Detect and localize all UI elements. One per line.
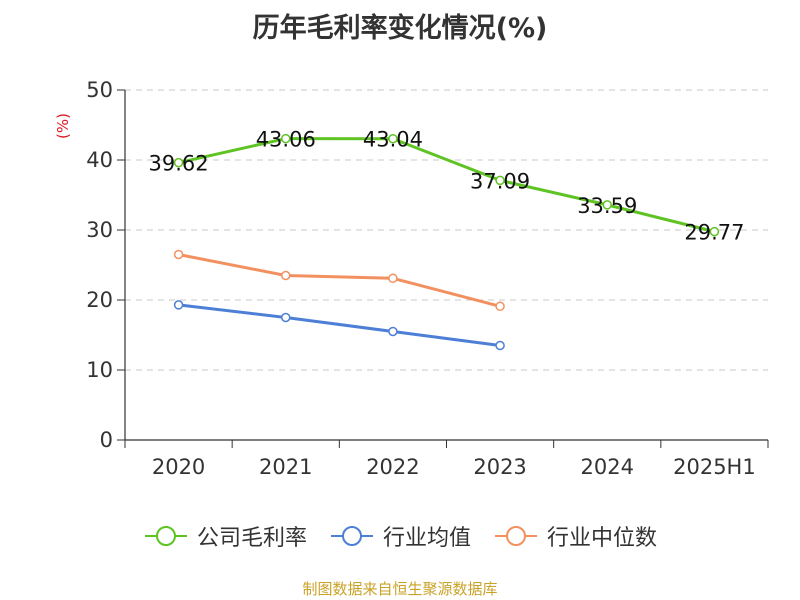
legend-label-industry-avg: 行业均值 [382,526,471,551]
x-tick-label: 2024 [581,455,634,479]
y-tick-label: 30 [86,218,113,242]
series-line-2 [178,253,501,308]
y-tick-label: 40 [86,148,113,172]
y-tick-label: 50 [86,78,113,102]
data-point [173,157,184,168]
legend-label-industry-median: 行业中位数 [547,526,658,551]
y-axis-label: (%) [54,113,72,139]
data-point [495,340,505,351]
y-tick-label: 20 [86,288,113,312]
data-point [388,326,398,337]
chart-title: 历年毛利率变化情况(%) [252,13,548,44]
data-point [281,270,291,281]
x-tick-label: 2022 [366,455,419,479]
data-point [709,226,720,237]
data-point [495,175,505,186]
data-point [173,249,184,260]
x-tick-label: 2020 [152,455,205,479]
x-tick-label: 2023 [473,455,526,479]
data-point [281,133,291,144]
data-point [388,133,398,144]
legend-item-industry-median[interactable]: 行业中位数 [493,520,657,552]
data-point [173,300,184,310]
data-label: 29.77 [684,221,744,245]
data-point [602,200,612,210]
data-point [495,301,505,312]
legend-label-company: 公司毛利率 [196,526,307,551]
legend-marker-industry-median [495,526,537,546]
y-tick-label: 0 [100,428,113,452]
x-tick-label: 2025H1 [673,455,756,479]
legend-item-company[interactable]: 公司毛利率 [143,520,307,552]
legend-marker-company [144,526,187,546]
source-note: 制图数据来自恒生聚源数据库 [302,580,498,598]
series-line-1 [178,303,501,347]
x-tick-label: 2021 [259,455,312,479]
legend-item-industry-avg[interactable]: 行业均值 [329,520,471,552]
data-point [388,273,398,284]
legend: 公司毛利率 行业均值 行业中位数 [0,520,800,552]
data-label: 33.59 [577,194,637,218]
legend-marker-industry-avg [330,526,373,546]
data-point [281,312,291,323]
y-tick-label: 10 [86,358,113,382]
series-line-0 [178,137,715,234]
data-label: 37.09 [470,169,530,193]
data-label: 39.62 [149,152,209,176]
data-label: 43.04 [363,128,423,152]
data-label: 43.06 [256,128,316,152]
